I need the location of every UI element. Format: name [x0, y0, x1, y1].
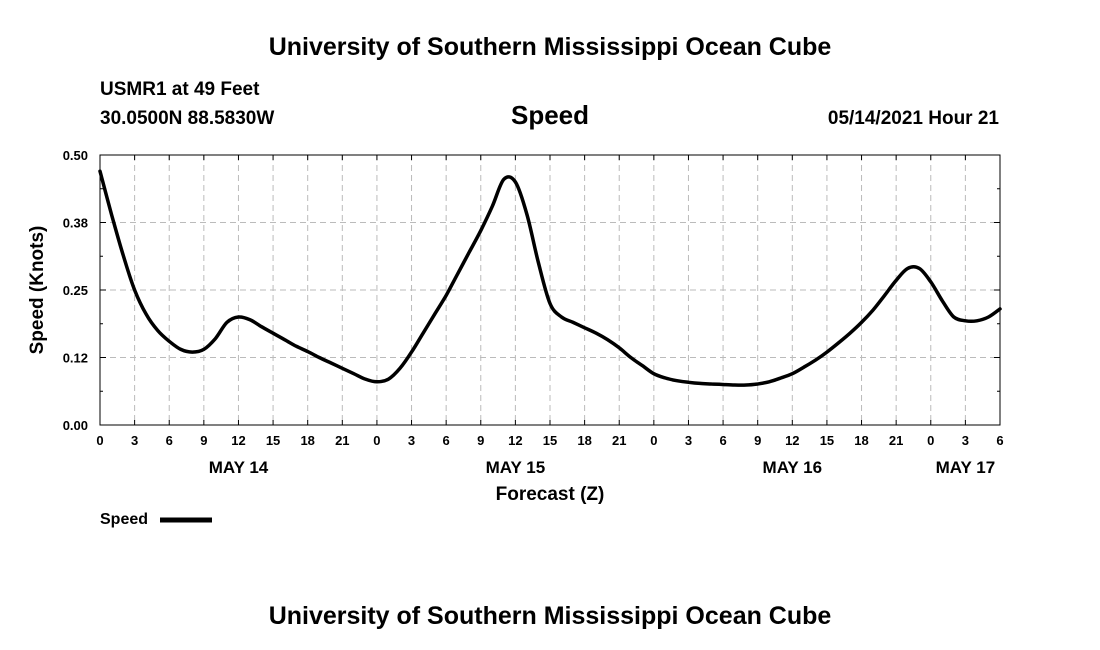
x-tick-label: 0 — [96, 433, 103, 448]
x-tick-label: 9 — [200, 433, 207, 448]
x-tick-label: 12 — [785, 433, 799, 448]
x-tick-label: 18 — [577, 433, 591, 448]
y-tick-label: 0.25 — [63, 283, 88, 298]
x-tick-label: 6 — [166, 433, 173, 448]
y-tick-label: 0.50 — [63, 148, 88, 163]
timestamp-label: 05/14/2021 Hour 21 — [828, 108, 1000, 129]
x-tick-label: 6 — [996, 433, 1003, 448]
grid-lines — [100, 155, 1000, 425]
x-tick-label: 9 — [477, 433, 484, 448]
x-tick-labels: 0 3 6 9 12 15 18 21 0 3 6 9 12 15 18 21 0 3 6 9 12 15 18 21 0 3 6 — [96, 433, 1003, 448]
legend-label: Speed — [100, 511, 148, 528]
day-label: MAY 15 — [486, 458, 546, 477]
x-tick-label: 0 — [927, 433, 934, 448]
x-tick-label: 0 — [373, 433, 380, 448]
y-tick-label: 0.12 — [63, 351, 88, 366]
x-tick-label: 18 — [854, 433, 868, 448]
day-labels: MAY 14 MAY 15 MAY 16 MAY 17 — [209, 458, 995, 477]
y-tick-label: 0.00 — [63, 418, 88, 433]
x-tick-label: 12 — [508, 433, 522, 448]
x-tick-label: 0 — [650, 433, 657, 448]
x-tick-label: 6 — [443, 433, 450, 448]
day-label: MAY 14 — [209, 458, 269, 477]
x-tick-label: 3 — [408, 433, 415, 448]
day-label: MAY 16 — [763, 458, 823, 477]
y-axis-label: Speed (Knots) — [27, 226, 48, 355]
y-tick-label: 0.38 — [63, 216, 88, 231]
x-tick-label: 12 — [231, 433, 245, 448]
day-label: MAY 17 — [936, 458, 996, 477]
station-label: USMR1 at 49 Feet — [100, 79, 260, 100]
x-tick-label: 15 — [820, 433, 834, 448]
x-tick-label: 6 — [719, 433, 726, 448]
x-tick-label: 21 — [612, 433, 626, 448]
x-tick-label: 3 — [131, 433, 138, 448]
x-tick-label: 3 — [685, 433, 692, 448]
variable-label: Speed — [511, 100, 589, 130]
x-tick-label: 18 — [300, 433, 314, 448]
x-tick-label: 21 — [889, 433, 903, 448]
y-tick-labels: 0.00 0.12 0.25 0.38 0.50 — [63, 148, 88, 433]
x-tick-label: 3 — [962, 433, 969, 448]
x-tick-label: 9 — [754, 433, 761, 448]
chart-title: University of Southern Mississippi Ocean… — [269, 33, 832, 61]
location-label: 30.0500N 88.5830W — [100, 108, 274, 129]
x-axis-label: Forecast (Z) — [496, 484, 605, 505]
x-tick-label: 15 — [266, 433, 280, 448]
x-tick-label: 21 — [335, 433, 349, 448]
footer-title: University of Southern Mississippi Ocean… — [269, 602, 832, 630]
x-tick-label: 15 — [543, 433, 557, 448]
